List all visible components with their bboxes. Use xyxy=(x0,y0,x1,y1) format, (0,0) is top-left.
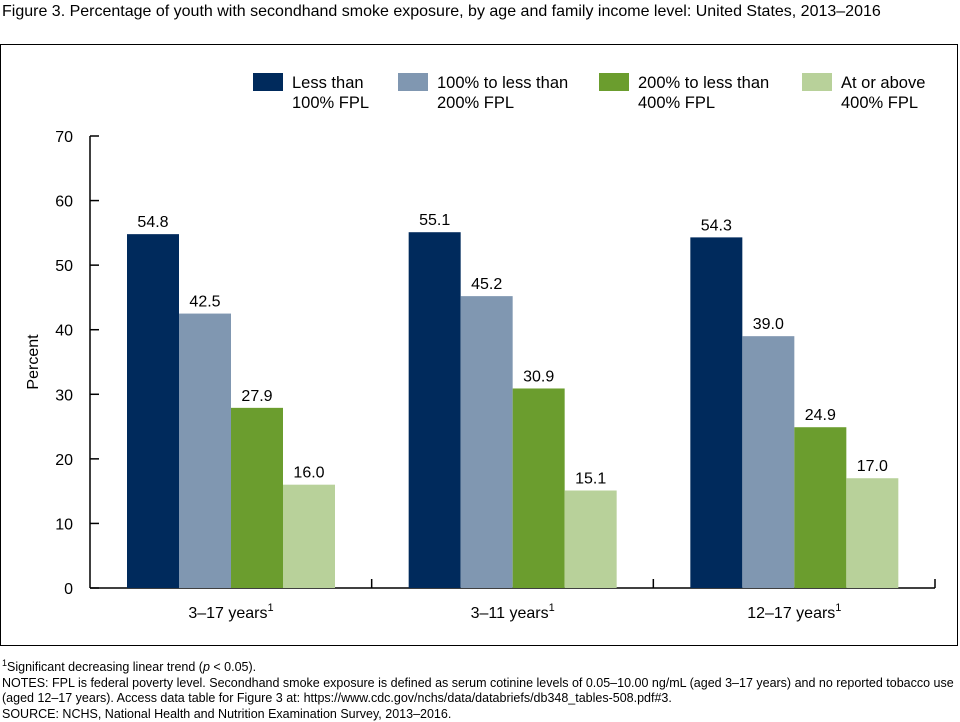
legend-swatch xyxy=(802,73,832,91)
y-tick-label: 10 xyxy=(55,516,73,533)
legend-swatch xyxy=(599,73,629,91)
footnote-italic: p xyxy=(202,660,210,675)
legend-label: 200% to less than xyxy=(638,74,769,92)
y-tick-label: 30 xyxy=(55,387,73,404)
y-tick-label: 50 xyxy=(55,258,73,275)
y-tick-label: 60 xyxy=(55,194,73,211)
bar xyxy=(127,234,179,589)
bar-value-label: 24.9 xyxy=(805,407,836,424)
bar xyxy=(564,490,617,588)
bar-value-label: 30.9 xyxy=(523,368,554,385)
figure-notes: 1Significant decreasing linear trend (p … xyxy=(2,656,957,722)
legend-swatch xyxy=(253,73,283,91)
legend-label: 400% FPL xyxy=(841,94,918,112)
bar xyxy=(179,313,231,588)
bar xyxy=(408,232,461,588)
y-axis-title: Percent xyxy=(25,334,42,390)
bar-value-label: 54.3 xyxy=(701,217,732,234)
y-tick-label: 0 xyxy=(64,581,73,598)
legend-label: Less than xyxy=(292,74,364,92)
y-tick-label: 40 xyxy=(55,323,73,340)
bar xyxy=(690,237,743,588)
bar-value-label: 27.9 xyxy=(241,388,272,405)
bar-value-label: 17.0 xyxy=(857,458,888,475)
y-tick-label: 70 xyxy=(55,129,73,146)
bar-value-label: 54.8 xyxy=(137,214,168,231)
legend-label: 200% FPL xyxy=(437,94,514,112)
chart-frame xyxy=(0,44,958,646)
footnote-text-after: < 0.05). xyxy=(209,660,257,675)
bar xyxy=(460,296,513,588)
bar xyxy=(742,336,795,588)
bar xyxy=(794,427,847,588)
footnote-superscript: 1 xyxy=(2,658,8,668)
x-category-label: 12–17 years1 xyxy=(747,602,841,622)
bar xyxy=(512,388,565,588)
bar-value-label: 42.5 xyxy=(189,294,220,311)
footnote-text-before: Significant decreasing linear trend ( xyxy=(7,660,203,675)
legend-swatch xyxy=(398,73,428,91)
figure-title: Figure 3. Percentage of youth with secon… xyxy=(2,3,881,20)
legend-label: 100% to less than xyxy=(437,74,568,92)
bar-chart: 0 10 20 30 40 50 60 70 Percent 54.8 42.5 27.9 16.0 3–… xyxy=(25,73,936,622)
x-category-label: 3–17 years1 xyxy=(188,602,273,622)
bar-value-label: 16.0 xyxy=(293,465,324,482)
y-tick-label: 20 xyxy=(55,452,73,469)
bar xyxy=(283,484,335,588)
bar-value-label: 39.0 xyxy=(753,316,784,333)
bar-value-label: 55.1 xyxy=(419,212,450,229)
bar-value-label: 45.2 xyxy=(471,276,502,293)
x-category-superscript: 1 xyxy=(835,602,841,614)
bar xyxy=(231,407,283,588)
x-category-superscript: 1 xyxy=(268,602,274,614)
x-category-superscript: 1 xyxy=(549,602,555,614)
bar xyxy=(846,478,899,588)
x-category-label: 3–11 years1 xyxy=(471,602,555,622)
legend-label: 100% FPL xyxy=(292,94,369,112)
notes-text: NOTES: FPL is federal poverty level. Sec… xyxy=(2,675,954,706)
source-text: SOURCE: NCHS, National Health and Nutrit… xyxy=(2,706,452,721)
bar-value-label: 15.1 xyxy=(575,470,606,487)
legend-label: At or above xyxy=(841,74,925,92)
legend-label: 400% FPL xyxy=(638,94,715,112)
footnote: 1Significant decreasing linear trend (p … xyxy=(2,656,957,676)
